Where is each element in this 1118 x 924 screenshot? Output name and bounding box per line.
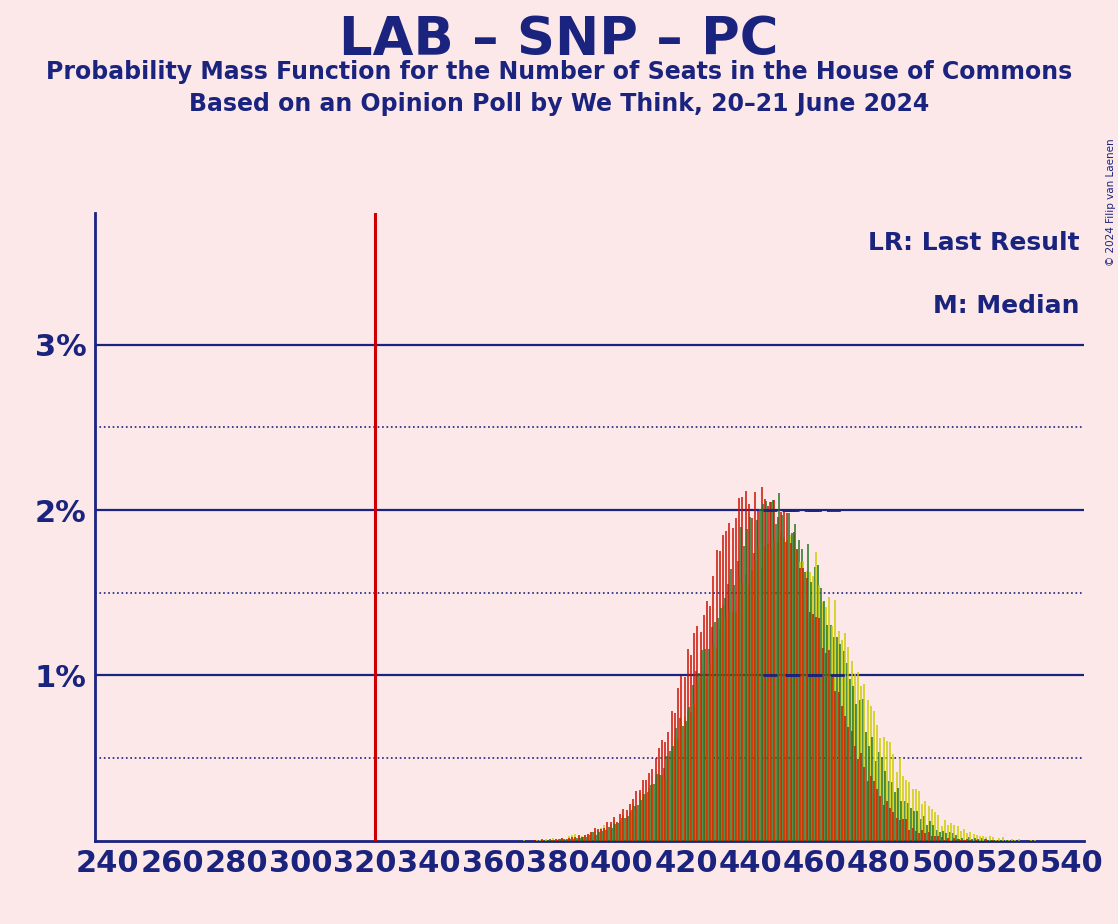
Text: © 2024 Filip van Laenen: © 2024 Filip van Laenen [1106, 139, 1116, 266]
Text: LR: Last Result: LR: Last Result [868, 231, 1080, 255]
Text: M: Median: M: Median [934, 294, 1080, 318]
Text: LAB – SNP – PC: LAB – SNP – PC [339, 14, 779, 66]
Text: Probability Mass Function for the Number of Seats in the House of Commons: Probability Mass Function for the Number… [46, 60, 1072, 84]
Text: Based on an Opinion Poll by We Think, 20–21 June 2024: Based on an Opinion Poll by We Think, 20… [189, 92, 929, 116]
